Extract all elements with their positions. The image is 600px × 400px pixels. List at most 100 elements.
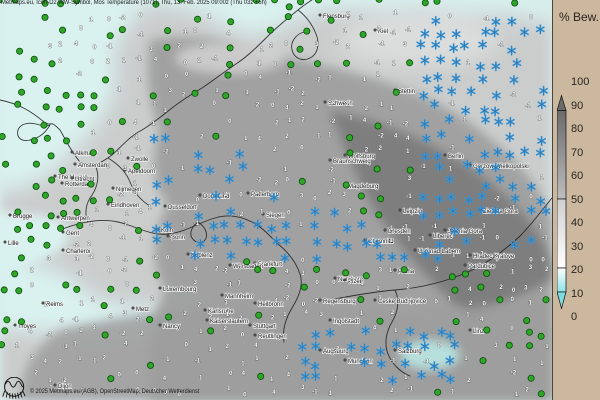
svg-text:2: 2 (328, 189, 332, 196)
svg-text:2: 2 (151, 295, 155, 302)
svg-text:-1: -1 (387, 267, 393, 274)
svg-text:-1: -1 (243, 89, 249, 96)
svg-text:0: 0 (529, 257, 533, 264)
svg-text:2: 2 (467, 377, 471, 384)
svg-text:-1: -1 (376, 294, 382, 301)
svg-text:1: 1 (92, 129, 96, 136)
svg-text:2: 2 (275, 179, 279, 186)
svg-text:3: 3 (123, 165, 127, 172)
svg-text:2: 2 (391, 309, 395, 316)
svg-text:2: 2 (390, 387, 394, 394)
svg-text:2: 2 (525, 387, 529, 394)
svg-text:Berlin: Berlin (448, 154, 463, 160)
svg-text:3: 3 (48, 43, 52, 50)
svg-text:4: 4 (406, 135, 410, 142)
svg-text:4: 4 (363, 117, 367, 124)
svg-text:-2: -2 (375, 26, 381, 33)
svg-text:-2: -2 (46, 332, 52, 339)
svg-text:0: 0 (152, 163, 156, 170)
svg-text:4: 4 (286, 372, 290, 379)
svg-text:1: 1 (528, 299, 532, 306)
svg-text:3: 3 (134, 190, 138, 197)
svg-text:-1: -1 (120, 235, 126, 242)
svg-text:4: 4 (285, 105, 289, 112)
svg-text:-1: -1 (138, 32, 144, 39)
svg-text:Stettin: Stettin (398, 89, 415, 95)
svg-text:1: 1 (466, 60, 470, 67)
svg-text:0: 0 (229, 370, 233, 377)
svg-text:2: 2 (301, 90, 305, 97)
svg-text:3: 3 (348, 279, 352, 286)
svg-text:1: 1 (328, 132, 332, 139)
svg-text:-1: -1 (390, 29, 396, 36)
svg-text:1: 1 (89, 17, 93, 24)
svg-text:Charleroi: Charleroi (66, 249, 90, 255)
svg-text:2: 2 (347, 11, 351, 18)
svg-text:1: 1 (448, 295, 452, 302)
svg-text:4: 4 (109, 313, 113, 320)
svg-text:4: 4 (241, 370, 245, 377)
svg-text:1: 1 (334, 376, 338, 383)
svg-text:4: 4 (133, 120, 137, 127)
svg-text:1: 1 (376, 285, 380, 292)
svg-text:3: 3 (524, 285, 528, 292)
svg-text:-2: -2 (61, 377, 67, 384)
svg-text:1: 1 (226, 311, 230, 318)
svg-text:0: 0 (541, 257, 545, 264)
svg-text:4: 4 (92, 325, 96, 332)
svg-text:0: 0 (108, 119, 112, 126)
svg-text:1: 1 (539, 224, 543, 231)
svg-text:1: 1 (48, 377, 52, 384)
svg-text:1: 1 (117, 86, 121, 93)
svg-text:-1: -1 (431, 223, 437, 230)
svg-text:Antwerpen: Antwerpen (61, 216, 90, 222)
svg-text:1: 1 (540, 360, 544, 367)
svg-text:-2: -2 (222, 268, 228, 275)
svg-text:3: 3 (31, 354, 35, 361)
svg-text:-1: -1 (164, 356, 170, 363)
svg-text:1: 1 (208, 13, 212, 20)
svg-text:-2: -2 (284, 295, 290, 302)
svg-text:2: 2 (215, 266, 219, 273)
svg-text:1: 1 (376, 71, 380, 78)
svg-text:-2: -2 (256, 177, 262, 184)
svg-text:4: 4 (60, 317, 64, 324)
svg-text:-1: -1 (449, 145, 455, 152)
svg-text:3: 3 (408, 175, 412, 182)
svg-text:-2: -2 (510, 92, 516, 99)
svg-text:0: 0 (529, 194, 533, 201)
svg-text:-2: -2 (121, 267, 127, 274)
svg-text:Reims: Reims (46, 302, 63, 308)
svg-text:1: 1 (406, 148, 410, 155)
svg-text:0: 0 (483, 301, 487, 308)
svg-text:-1: -1 (420, 163, 426, 170)
svg-text:2: 2 (225, 343, 229, 350)
svg-text:-1: -1 (406, 193, 412, 200)
svg-text:4: 4 (272, 389, 276, 396)
svg-text:1: 1 (184, 28, 188, 35)
svg-text:0: 0 (529, 14, 533, 21)
svg-text:1: 1 (359, 15, 363, 22)
svg-text:-1: -1 (297, 221, 303, 228)
svg-text:2: 2 (275, 120, 279, 127)
svg-text:-1: -1 (76, 355, 82, 362)
svg-text:0: 0 (93, 44, 97, 51)
svg-text:2: 2 (106, 58, 110, 65)
svg-text:-1: -1 (62, 343, 68, 350)
svg-text:0: 0 (184, 342, 188, 349)
svg-text:1: 1 (482, 223, 486, 230)
svg-text:2: 2 (44, 301, 48, 308)
svg-text:Heilbronn: Heilbronn (258, 302, 284, 308)
svg-text:Mannheim: Mannheim (225, 294, 253, 300)
svg-text:1: 1 (260, 47, 264, 54)
svg-text:0: 0 (108, 225, 112, 232)
svg-text:-1: -1 (374, 60, 380, 67)
svg-text:-2: -2 (285, 283, 291, 290)
svg-text:2: 2 (124, 221, 128, 228)
svg-text:2: 2 (346, 44, 350, 51)
svg-text:0: 0 (287, 210, 291, 217)
svg-text:2: 2 (200, 134, 204, 141)
svg-text:2: 2 (273, 146, 277, 153)
svg-text:0: 0 (495, 257, 499, 264)
svg-text:Regensburg: Regensburg (323, 299, 356, 305)
